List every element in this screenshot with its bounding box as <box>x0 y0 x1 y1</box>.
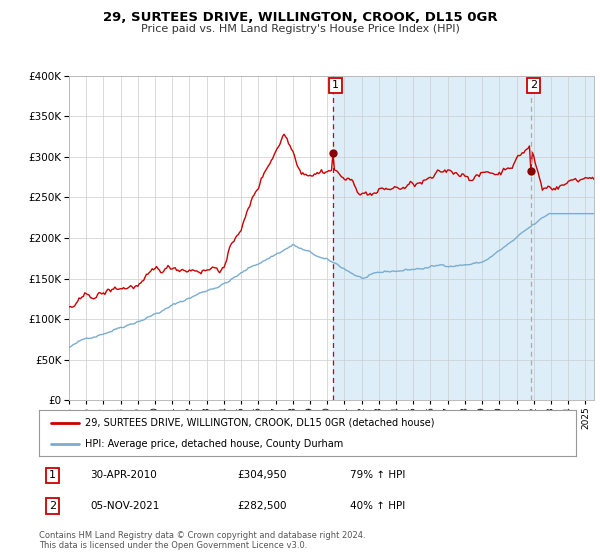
Text: 79% ↑ HPI: 79% ↑ HPI <box>350 470 406 480</box>
Bar <box>333 76 594 400</box>
Text: 05-NOV-2021: 05-NOV-2021 <box>90 501 160 511</box>
Text: 2: 2 <box>530 81 537 91</box>
Text: Price paid vs. HM Land Registry's House Price Index (HPI): Price paid vs. HM Land Registry's House … <box>140 24 460 34</box>
Text: 2: 2 <box>49 501 56 511</box>
Text: 30-APR-2010: 30-APR-2010 <box>90 470 157 480</box>
Text: 1: 1 <box>332 81 339 91</box>
Text: Contains HM Land Registry data © Crown copyright and database right 2024.
This d: Contains HM Land Registry data © Crown c… <box>39 531 365 550</box>
Text: £304,950: £304,950 <box>238 470 287 480</box>
Text: 29, SURTEES DRIVE, WILLINGTON, CROOK, DL15 0GR (detached house): 29, SURTEES DRIVE, WILLINGTON, CROOK, DL… <box>85 418 434 428</box>
Text: 1: 1 <box>49 470 56 480</box>
Text: £282,500: £282,500 <box>238 501 287 511</box>
Text: 40% ↑ HPI: 40% ↑ HPI <box>350 501 406 511</box>
Text: 29, SURTEES DRIVE, WILLINGTON, CROOK, DL15 0GR: 29, SURTEES DRIVE, WILLINGTON, CROOK, DL… <box>103 11 497 24</box>
Text: HPI: Average price, detached house, County Durham: HPI: Average price, detached house, Coun… <box>85 439 343 449</box>
